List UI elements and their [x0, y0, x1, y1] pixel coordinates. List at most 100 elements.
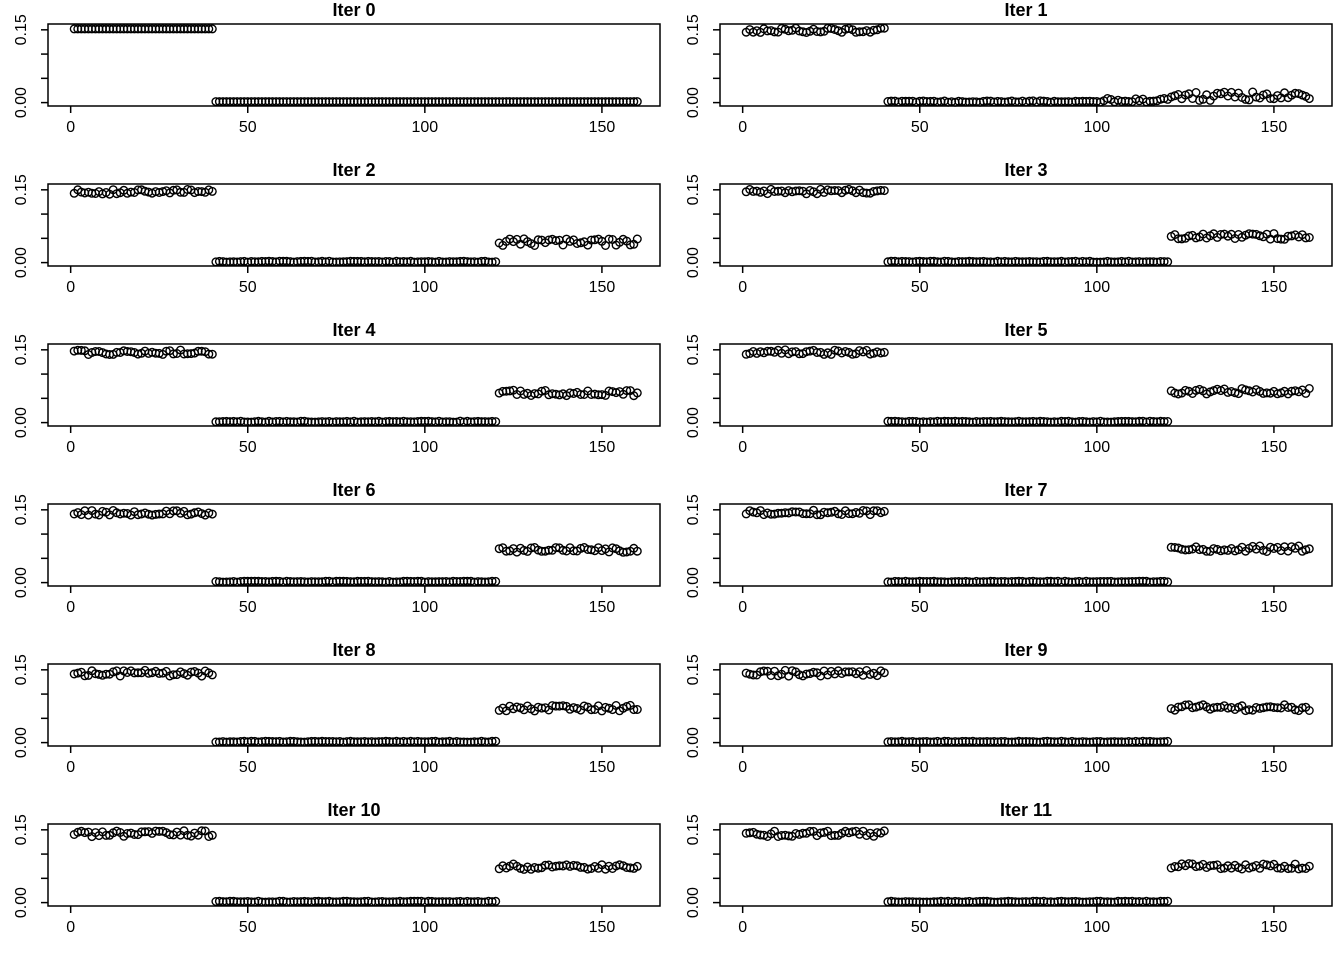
x-tick-label: 50 — [911, 119, 929, 136]
data-point — [182, 185, 192, 195]
data-point — [505, 386, 515, 396]
x-tick-label: 100 — [411, 439, 438, 456]
data-point — [879, 186, 889, 196]
x-tick-label: 0 — [738, 599, 747, 616]
y-tick-label: 0.15 — [13, 494, 30, 525]
data-point — [1191, 87, 1201, 97]
data-point — [207, 24, 217, 34]
data-point — [808, 667, 818, 677]
x-tick-label: 100 — [1083, 279, 1110, 296]
data-point — [1241, 94, 1251, 104]
x-tick-label: 100 — [1083, 119, 1110, 136]
x-tick-label: 150 — [1261, 759, 1288, 776]
data-point — [586, 705, 596, 715]
data-point — [1159, 896, 1169, 906]
x-tick-label: 0 — [738, 919, 747, 936]
data-point — [879, 826, 889, 836]
y-tick-label: 0.15 — [13, 174, 30, 205]
x-tick-label: 50 — [239, 439, 257, 456]
data-point — [625, 240, 635, 250]
data-point — [1304, 383, 1314, 393]
x-tick-label: 100 — [411, 919, 438, 936]
data-point — [204, 349, 214, 359]
data-point — [491, 576, 501, 586]
data-points — [69, 665, 642, 747]
data-point — [207, 186, 217, 196]
plot-box — [47, 183, 661, 267]
plot-box — [719, 183, 1333, 267]
data-point — [1163, 896, 1173, 906]
data-point — [1180, 385, 1190, 395]
data-point — [632, 861, 642, 871]
x-tick-label: 50 — [239, 919, 257, 936]
x-tick-label: 50 — [239, 119, 257, 136]
x-tick-label: 0 — [66, 119, 75, 136]
data-point — [879, 506, 889, 516]
x-tick-label: 150 — [1261, 439, 1288, 456]
data-point — [491, 257, 501, 267]
x-tick-label: 0 — [66, 759, 75, 776]
x-tick-label: 0 — [738, 279, 747, 296]
plot-iter-5: Iter 5 0 50 100 150 0.00 0.15 — [685, 320, 1333, 456]
y-tick-label: 0.00 — [685, 407, 702, 438]
x-tick-label: 100 — [1083, 599, 1110, 616]
y-tick-label: 0.15 — [685, 14, 702, 45]
x-tick-label: 0 — [738, 759, 747, 776]
x-tick-label: 100 — [1083, 919, 1110, 936]
x-tick-label: 150 — [589, 119, 616, 136]
data-point — [1173, 389, 1183, 399]
x-tick-label: 100 — [411, 599, 438, 616]
data-point — [801, 509, 811, 519]
x-tick-label: 0 — [66, 279, 75, 296]
data-point — [1163, 577, 1173, 587]
panel-title: Iter 8 — [332, 640, 375, 660]
data-point — [97, 506, 107, 516]
x-tick-label: 0 — [738, 439, 747, 456]
data-point — [207, 349, 217, 359]
panel-title: Iter 10 — [327, 800, 380, 820]
x-tick-label: 100 — [411, 759, 438, 776]
data-point — [207, 670, 217, 680]
data-point — [487, 736, 497, 746]
x-tick-label: 0 — [66, 439, 75, 456]
data-point — [1301, 233, 1311, 243]
data-point — [1159, 416, 1169, 426]
data-point — [622, 547, 632, 557]
panel-title: Iter 7 — [1004, 480, 1047, 500]
x-tick-label: 150 — [589, 919, 616, 936]
data-point — [204, 24, 214, 34]
data-point — [876, 23, 886, 33]
y-tick-label: 0.00 — [685, 247, 702, 278]
data-point — [1163, 257, 1173, 267]
data-point — [1159, 257, 1169, 267]
plot-box — [47, 343, 661, 427]
y-tick-label: 0.00 — [685, 87, 702, 118]
panel-title: Iter 2 — [332, 160, 375, 180]
plot-iter-3: Iter 3 0 50 100 150 0.00 0.15 — [685, 160, 1333, 296]
x-tick-label: 0 — [66, 599, 75, 616]
plot-iter-6: Iter 6 0 50 100 150 0.00 0.15 — [13, 480, 661, 616]
data-point — [632, 97, 642, 107]
data-point — [816, 27, 826, 37]
data-point — [879, 668, 889, 678]
data-point — [632, 234, 642, 244]
panel-title: Iter 4 — [332, 320, 375, 340]
data-point — [197, 826, 207, 836]
plot-iter-9: Iter 9 0 50 100 150 0.00 0.15 — [685, 640, 1333, 776]
data-point — [80, 828, 90, 838]
panel-title: Iter 0 — [332, 0, 375, 20]
plot-iter-8: Iter 8 0 50 100 150 0.00 0.15 — [13, 640, 661, 776]
data-point — [168, 349, 178, 359]
panel-title: Iter 1 — [1004, 0, 1047, 20]
plot-iter-11: Iter 11 0 50 100 150 0.00 0.15 — [685, 800, 1333, 936]
x-tick-label: 100 — [411, 279, 438, 296]
x-tick-label: 100 — [1083, 439, 1110, 456]
data-point — [876, 185, 886, 195]
data-point — [207, 509, 217, 519]
data-point — [858, 506, 868, 516]
y-tick-label: 0.00 — [13, 87, 30, 118]
y-tick-label: 0.00 — [13, 727, 30, 758]
x-tick-label: 50 — [911, 439, 929, 456]
y-tick-label: 0.15 — [13, 334, 30, 365]
